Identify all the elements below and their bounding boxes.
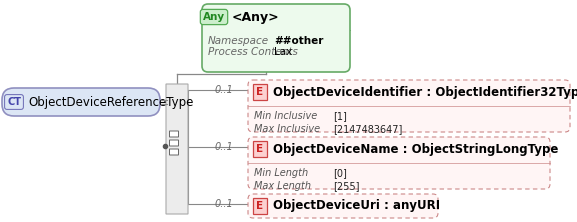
Text: ObjectDeviceReferenceType: ObjectDeviceReferenceType (28, 95, 193, 109)
FancyBboxPatch shape (170, 149, 178, 155)
Text: E: E (256, 201, 264, 211)
Text: CT: CT (7, 97, 21, 107)
Text: E: E (256, 87, 264, 97)
Text: [0]: [0] (333, 168, 347, 178)
Text: Min Inclusive: Min Inclusive (254, 111, 317, 121)
Text: 0..1: 0..1 (214, 199, 233, 209)
Text: Namespace: Namespace (208, 36, 269, 46)
Text: [1]: [1] (333, 111, 347, 121)
FancyBboxPatch shape (202, 4, 350, 72)
Text: Min Length: Min Length (254, 168, 308, 178)
Text: [255]: [255] (333, 181, 359, 191)
FancyBboxPatch shape (2, 88, 160, 116)
FancyBboxPatch shape (166, 84, 188, 214)
FancyBboxPatch shape (248, 80, 570, 132)
Text: Max Inclusive: Max Inclusive (254, 124, 320, 134)
Text: ##other: ##other (274, 36, 323, 46)
Text: [2147483647]: [2147483647] (333, 124, 402, 134)
Text: E: E (256, 144, 264, 154)
Text: <Any>: <Any> (232, 10, 280, 24)
Text: ObjectDeviceName : ObjectStringLongType: ObjectDeviceName : ObjectStringLongType (273, 143, 559, 155)
FancyBboxPatch shape (248, 137, 550, 189)
Text: 0..1: 0..1 (214, 85, 233, 95)
Text: ObjectDeviceUri : anyURI: ObjectDeviceUri : anyURI (273, 200, 440, 212)
FancyBboxPatch shape (170, 140, 178, 146)
FancyBboxPatch shape (248, 194, 438, 218)
Text: Max Length: Max Length (254, 181, 311, 191)
Text: Lax: Lax (274, 47, 292, 57)
Text: 0..1: 0..1 (214, 142, 233, 152)
Text: Any: Any (203, 12, 225, 22)
Text: Process Contents: Process Contents (208, 47, 298, 57)
FancyBboxPatch shape (170, 131, 178, 137)
Text: ObjectDeviceIdentifier : ObjectIdentifier32Type: ObjectDeviceIdentifier : ObjectIdentifie… (273, 85, 577, 99)
